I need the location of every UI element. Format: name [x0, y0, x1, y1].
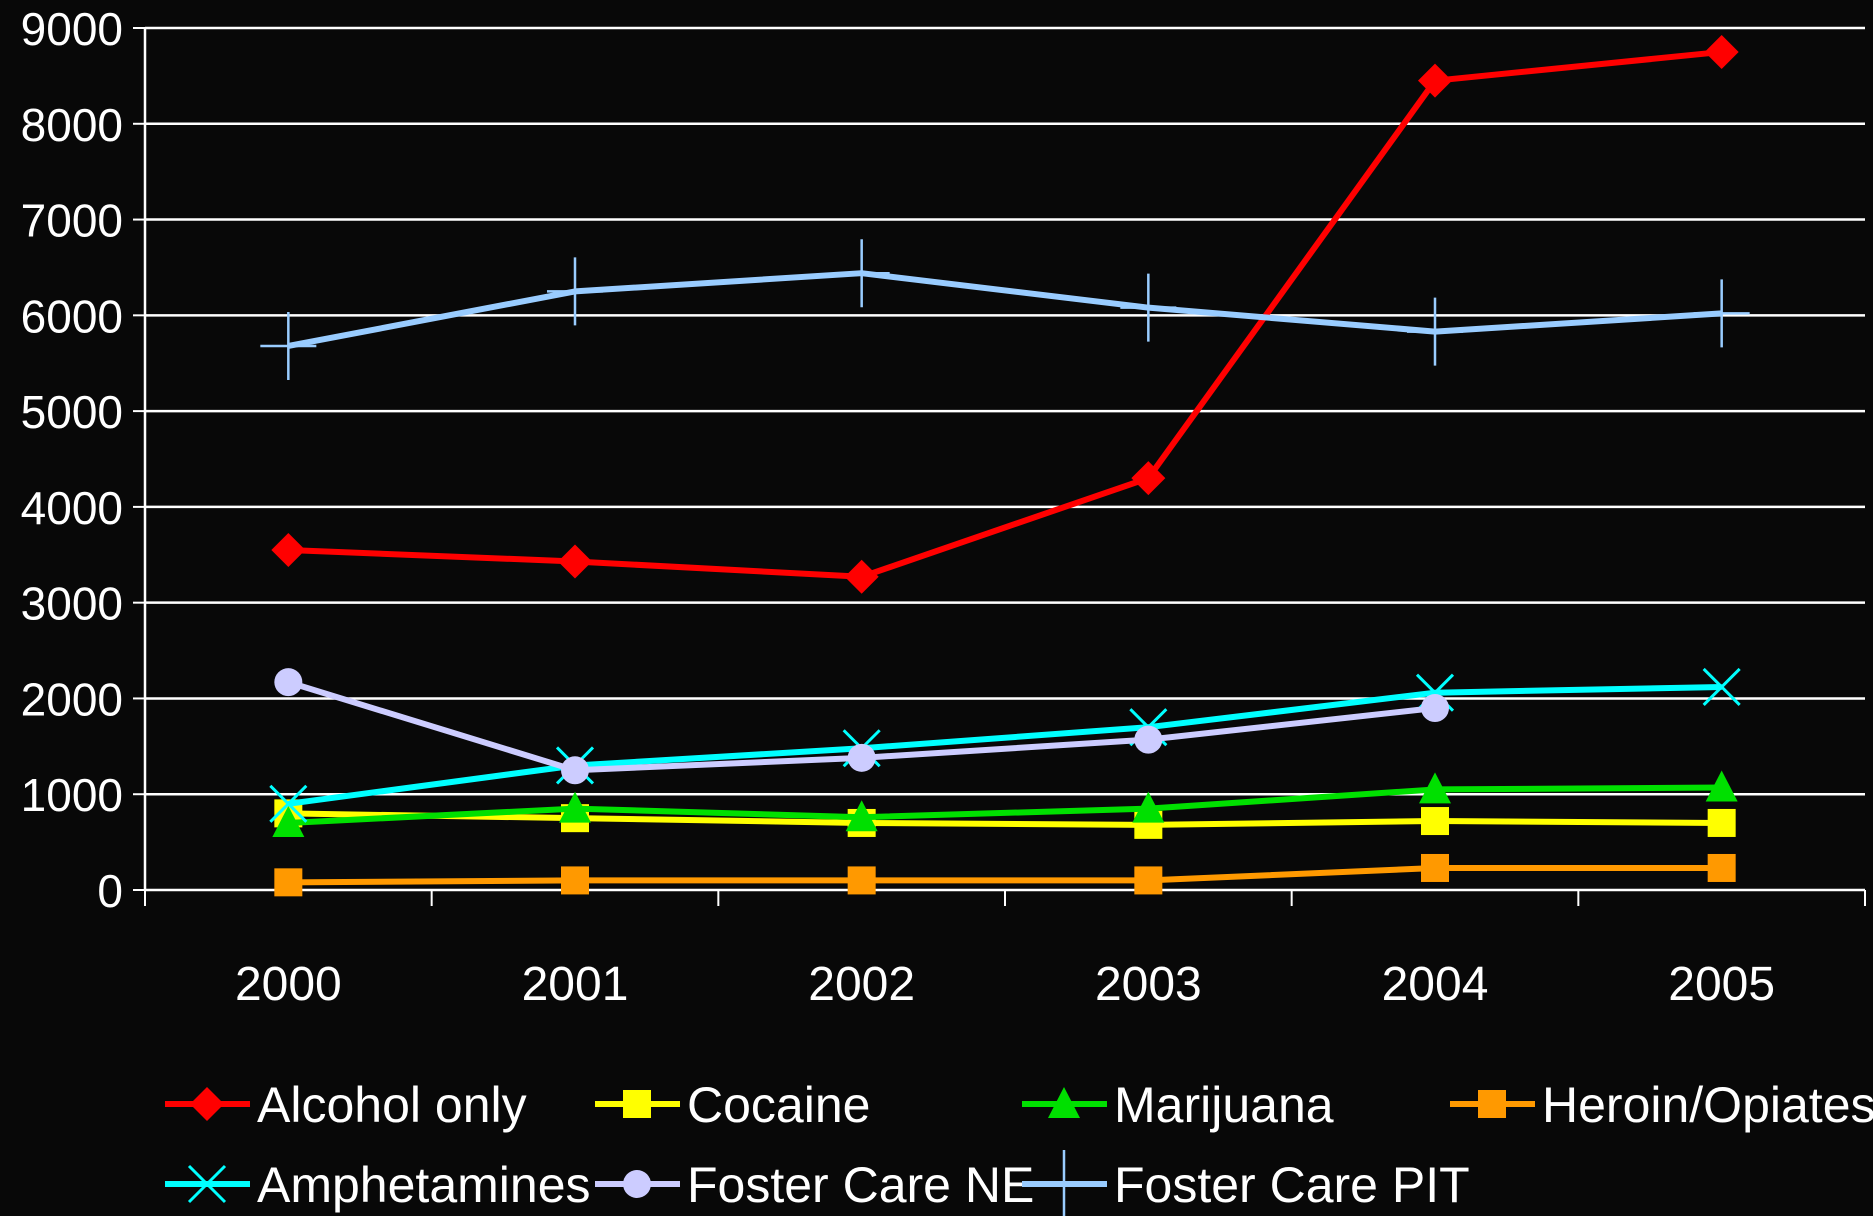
data-point — [260, 311, 317, 380]
legend-label: Foster Care PIT — [1114, 1157, 1470, 1213]
data-point — [272, 805, 305, 837]
x-tick-label: 2001 — [522, 958, 629, 1011]
data-point — [1419, 772, 1451, 804]
legend-item: Marijuana — [1022, 1077, 1334, 1133]
legend-label: Foster Care NE — [687, 1157, 1034, 1213]
x-tick-label: 2003 — [1095, 958, 1202, 1011]
data-point — [561, 756, 589, 785]
data-point — [845, 800, 878, 832]
legend-item: Alcohol only — [165, 1077, 527, 1133]
data-point — [1120, 273, 1177, 342]
legend-item: Foster Care PIT — [1022, 1150, 1470, 1216]
legend-marker — [190, 1087, 224, 1121]
data-point — [1132, 791, 1165, 823]
legend-item: Cocaine — [595, 1077, 870, 1133]
data-point — [1693, 279, 1750, 348]
series-line — [288, 48, 1722, 580]
series-line — [287, 270, 1722, 349]
legend-marker — [623, 1090, 651, 1118]
series-line — [287, 683, 1722, 807]
legend-label: Amphetamines — [257, 1157, 591, 1213]
data-point — [1704, 34, 1739, 69]
series-line — [288, 810, 1722, 828]
series-line — [288, 784, 1722, 826]
y-tick-label: 2000 — [21, 673, 123, 725]
data-point — [274, 868, 303, 897]
y-tick-label: 4000 — [21, 482, 123, 534]
y-tick-label: 7000 — [21, 195, 123, 247]
series-alcohol-only — [271, 34, 1739, 594]
legend-item: Heroin/Opiates — [1450, 1077, 1873, 1133]
x-tick-label: 2000 — [235, 958, 342, 1011]
legend-label: Alcohol only — [257, 1077, 527, 1133]
y-tick-label: 6000 — [21, 290, 123, 342]
series-marijuana — [272, 770, 1738, 837]
legend-marker — [1048, 1087, 1080, 1118]
series-cocaine — [274, 799, 1736, 839]
data-point — [833, 239, 890, 308]
legend-label: Cocaine — [687, 1077, 870, 1133]
x-tick-label: 2002 — [808, 958, 915, 1011]
legend-marker — [1036, 1150, 1092, 1216]
series-foster-care-pit — [260, 239, 1750, 380]
data-point — [1705, 770, 1738, 802]
series-group — [260, 34, 1750, 897]
x-tick-label: 2004 — [1382, 958, 1489, 1011]
legend: Alcohol only Cocaine Marijuana Heroin/Opiat… — [165, 1077, 1873, 1216]
data-point — [1421, 807, 1449, 836]
gridlines — [145, 26, 1865, 796]
axes: 0 1000 2000 3000 4000 5000 6000 7000 8000 9000 200… — [21, 3, 1866, 1011]
y-tick-label: 8000 — [21, 99, 123, 151]
data-point — [1134, 866, 1163, 895]
legend-label: Heroin/Opiates — [1542, 1077, 1873, 1133]
data-point — [1707, 808, 1736, 837]
data-point — [547, 257, 603, 326]
y-tick-label: 0 — [97, 865, 123, 917]
series-foster-care-ne — [274, 668, 1449, 785]
data-point — [1702, 667, 1741, 707]
data-point — [1131, 461, 1166, 496]
x-tick-label: 2005 — [1668, 958, 1775, 1011]
y-tick-label: 5000 — [21, 386, 123, 438]
series-line — [288, 864, 1722, 886]
data-point — [1707, 853, 1736, 882]
y-tick-label: 1000 — [21, 769, 123, 821]
legend-marker — [1478, 1090, 1506, 1118]
data-point — [1134, 725, 1163, 754]
data-point — [844, 559, 879, 594]
y-tick-label: 9000 — [21, 3, 123, 55]
series-heroin-opiates — [274, 853, 1736, 897]
y-tick-label: 3000 — [21, 578, 123, 630]
data-point — [1418, 63, 1452, 98]
data-point — [1421, 694, 1449, 723]
legend-marker — [623, 1170, 651, 1198]
data-point — [847, 866, 876, 895]
data-point — [561, 866, 589, 895]
data-point — [847, 743, 876, 772]
data-point — [558, 544, 592, 579]
data-point — [274, 668, 303, 697]
legend-label: Marijuana — [1114, 1077, 1334, 1133]
data-point — [559, 791, 591, 823]
data-point — [269, 784, 308, 823]
legend-item: Foster Care NE — [595, 1157, 1034, 1213]
legend-item: Amphetamines — [165, 1157, 591, 1213]
data-point — [1407, 297, 1463, 366]
legend-marker — [187, 1164, 227, 1204]
data-point — [1421, 853, 1449, 882]
data-point — [271, 532, 306, 567]
